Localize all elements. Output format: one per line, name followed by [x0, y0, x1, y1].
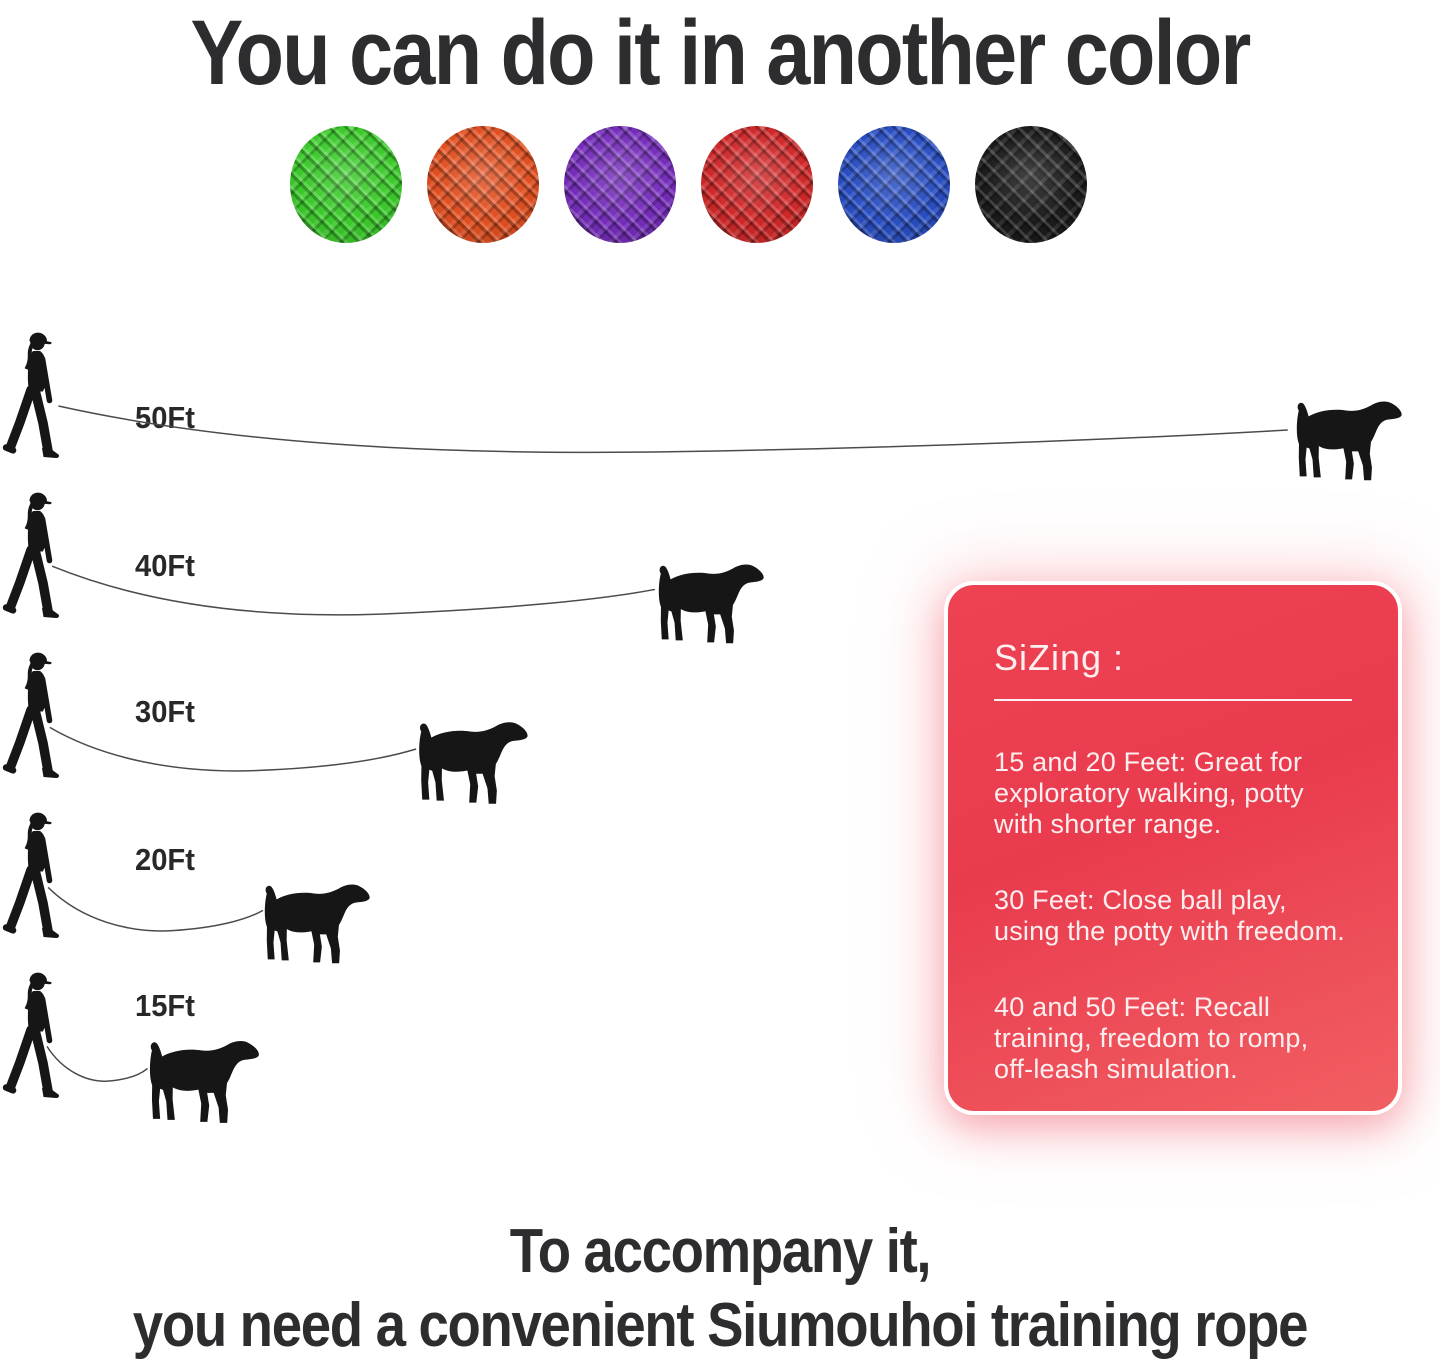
leash-length-label-15ft: 15Ft: [135, 988, 195, 1023]
color-swatch-row: [290, 126, 1087, 243]
leash-length-label-30ft: 30Ft: [135, 694, 195, 729]
sizing-divider: [994, 699, 1352, 701]
sizing-item-30ft: 30 Feet: Close ball play, using the pott…: [994, 885, 1345, 946]
leash-line-40ft: [46, 560, 658, 622]
sizing-item-15-20ft: 15 and 20 Feet: Great for exploratory wa…: [994, 747, 1304, 839]
color-swatch-orange: [427, 126, 539, 243]
footer-headline-line2: you need a convenient Siumouhoi training…: [132, 1291, 1309, 1360]
dog-icon: [264, 884, 370, 964]
leash-line-30ft: [46, 722, 418, 776]
color-swatch-red: [701, 126, 813, 243]
dog-icon: [658, 564, 764, 644]
color-swatch-black: [975, 126, 1087, 243]
sizing-info-card: SiZing : 15 and 20 Feet: Great for explo…: [944, 581, 1402, 1115]
leash-line-15ft: [46, 1042, 148, 1086]
person-walking-icon: [2, 970, 62, 1112]
dog-icon: [1296, 401, 1402, 481]
color-swatch-blue: [838, 126, 950, 243]
sizing-item-40-50ft: 40 and 50 Feet: Recall training, freedom…: [994, 992, 1309, 1084]
color-swatch-green: [290, 126, 402, 243]
footer-headline-line1: To accompany it,: [509, 1217, 932, 1286]
leash-length-label-20ft: 20Ft: [135, 842, 195, 877]
leash-line-20ft: [46, 882, 264, 936]
dog-icon: [149, 1041, 259, 1123]
page-title: You can do it in another color: [190, 2, 1251, 104]
color-swatch-purple: [564, 126, 676, 243]
sizing-heading: SiZing :: [994, 637, 1125, 678]
dog-icon: [419, 722, 528, 804]
leash-line-50ft: [46, 400, 1294, 460]
leash-length-label-40ft: 40Ft: [135, 548, 195, 583]
